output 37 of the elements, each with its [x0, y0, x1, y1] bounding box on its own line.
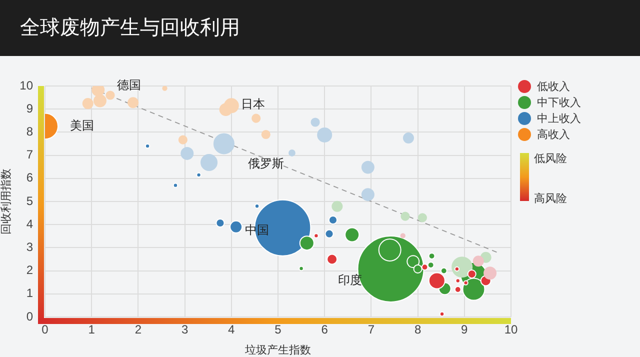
y-tick-label: 9	[26, 101, 34, 116]
x-tick-label: 9	[461, 322, 468, 337]
x-tick-label: 3	[181, 322, 188, 337]
annotation: 德国	[116, 78, 141, 92]
annotation: 俄罗斯	[248, 156, 284, 170]
y-tick-label: 10	[20, 78, 34, 92]
x-tick-label: 1	[88, 322, 96, 337]
x-tick-label: 5	[274, 322, 282, 337]
x-tick-label: 0	[42, 322, 49, 337]
y-tick-label: 7	[26, 148, 34, 162]
x-axis-title: 垃圾产生指数	[244, 343, 311, 356]
x-tick-label: 6	[321, 322, 328, 337]
x-tick-label: 2	[134, 322, 142, 337]
text: 低风险	[534, 151, 567, 166]
y-tick-label: 8	[26, 124, 34, 139]
legend-label: 中上收入	[537, 110, 581, 126]
annotation: 中国	[245, 222, 270, 237]
y-tick-label: 5	[26, 194, 34, 208]
y-tick-label: 1	[26, 286, 34, 300]
legend-label: 低收入	[537, 78, 570, 94]
x-tick-label: 7	[368, 322, 375, 337]
y-axis-title: 回收利用指数	[0, 168, 13, 234]
y-tick-label: 2	[26, 263, 34, 278]
x-tick-label: 4	[228, 322, 236, 337]
annotation: 印度	[338, 272, 362, 287]
y-tick-label: 0	[26, 309, 34, 324]
legend-label: 高收入	[537, 126, 570, 142]
x-tick-label: 8	[414, 322, 422, 337]
y-tick-label: 6	[26, 170, 34, 185]
y-tick-label: 4	[26, 216, 34, 231]
annotation: 美国	[70, 118, 94, 132]
y-tick-label: 3	[26, 240, 34, 254]
chart-title: 全球废物产生与回收利用	[20, 14, 240, 41]
annotation: 日本	[240, 96, 265, 111]
text: 高风险	[534, 191, 567, 206]
x-tick-label: 10	[504, 322, 518, 337]
legend-label: 中下收入	[537, 94, 581, 110]
